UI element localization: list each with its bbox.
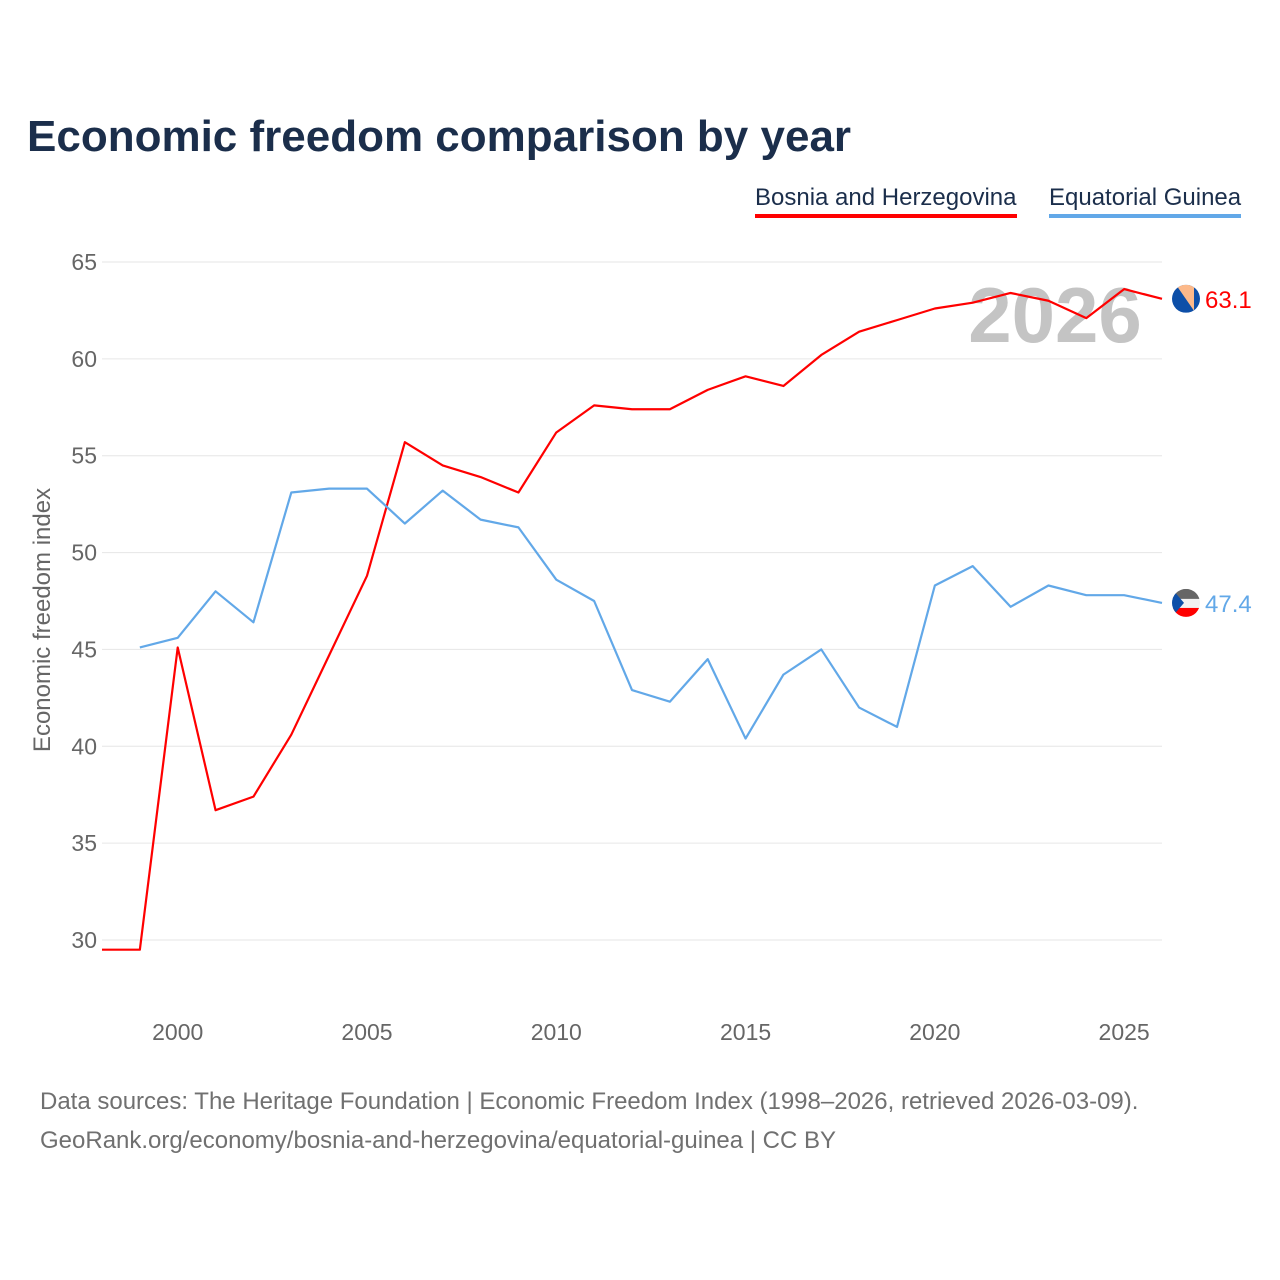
y-tick-label: 50 (71, 540, 97, 566)
x-tick-label: 2025 (1099, 1019, 1150, 1045)
footer-sources: Data sources: The Heritage Foundation | … (40, 1088, 1139, 1115)
chart-title: Economic freedom comparison by year (27, 112, 852, 161)
year-watermark: 2026 (968, 271, 1142, 359)
footer-url[interactable]: GeoRank.org/economy/bosnia-and-herzegovi… (40, 1127, 837, 1154)
y-axis-label: Economic freedom index (29, 488, 56, 752)
legend-bosnia[interactable]: Bosnia and Herzegovina (755, 184, 1017, 218)
y-tick-label: 65 (71, 249, 97, 275)
x-tick-label: 2000 (152, 1019, 203, 1045)
end-value-label: 63.1 (1205, 287, 1252, 314)
y-tick-label: 35 (71, 830, 97, 856)
x-tick-label: 2020 (909, 1019, 960, 1045)
bosnia-flag-icon (1172, 284, 1200, 313)
y-tick-label: 55 (71, 443, 97, 469)
end-value-label: 47.4 (1205, 591, 1252, 618)
y-tick-label: 45 (71, 636, 97, 662)
legend-equatorial-guinea[interactable]: Equatorial Guinea (1049, 184, 1242, 218)
series-line-equatorial-guinea[interactable] (139, 487, 1163, 740)
x-tick-label: 2010 (531, 1019, 582, 1045)
y-tick-label: 30 (71, 927, 97, 953)
series-line-bosnia[interactable] (102, 288, 1163, 951)
y-tick-label: 60 (71, 346, 97, 372)
x-tick-label: 2015 (720, 1019, 771, 1045)
y-tick-label: 40 (71, 733, 97, 759)
equatorial-guinea-flag-icon (1172, 588, 1200, 617)
x-tick-label: 2005 (341, 1019, 392, 1045)
